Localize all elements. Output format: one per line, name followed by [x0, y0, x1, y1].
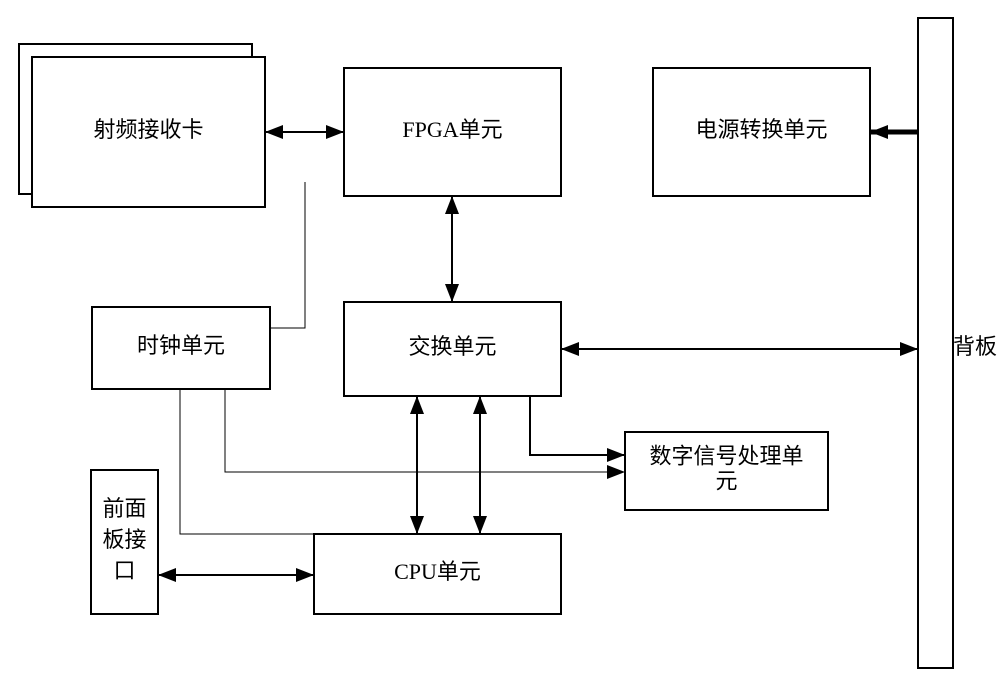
fpga-box: FPGA单元	[344, 68, 561, 196]
power-box: 电源转换单元	[653, 68, 870, 196]
switch-label: 交换单元	[408, 334, 496, 359]
arrowhead	[445, 196, 459, 214]
switch-box: 交换单元	[344, 302, 561, 396]
dsp-label-line-1: 元	[715, 469, 737, 494]
front-label-v-1: 板接	[102, 527, 146, 552]
arrowhead	[607, 448, 625, 462]
arrowhead	[870, 125, 888, 139]
rf-label: 射频接收卡	[93, 117, 203, 142]
arrowhead	[326, 125, 344, 139]
front-box: 前面板接口	[91, 470, 158, 614]
dsp-box: 数字信号处理单元	[625, 432, 828, 510]
arrowhead	[473, 396, 487, 414]
arrowhead	[410, 396, 424, 414]
clock-box: 时钟单元	[92, 307, 270, 389]
edge-switch-dsp	[530, 396, 625, 455]
arrowhead	[900, 342, 918, 356]
rf-box: 射频接收卡	[32, 57, 265, 207]
arrowhead	[445, 284, 459, 302]
clock-label: 时钟单元	[137, 333, 225, 358]
backplane-label: 背板	[953, 334, 997, 359]
backplane-box	[918, 18, 953, 668]
power-label: 电源转换单元	[695, 117, 827, 142]
arrowhead	[158, 568, 176, 582]
edge-clock-fpga	[270, 182, 305, 328]
arrowhead	[561, 342, 579, 356]
edge-clock-dsp	[225, 389, 625, 472]
edge-clock-cpu	[180, 389, 360, 534]
front-label-v-2: 口	[113, 558, 135, 583]
arrowhead	[296, 568, 314, 582]
cpu-label: CPU单元	[394, 559, 481, 584]
arrowhead	[265, 125, 283, 139]
dsp-label-line-0: 数字信号处理单	[649, 443, 803, 468]
front-label-v-0: 前面	[102, 496, 146, 521]
arrowhead	[410, 516, 424, 534]
fpga-label: FPGA单元	[402, 117, 502, 142]
arrowhead	[607, 465, 625, 479]
cpu-box: CPU单元	[314, 534, 561, 614]
arrowhead	[473, 516, 487, 534]
